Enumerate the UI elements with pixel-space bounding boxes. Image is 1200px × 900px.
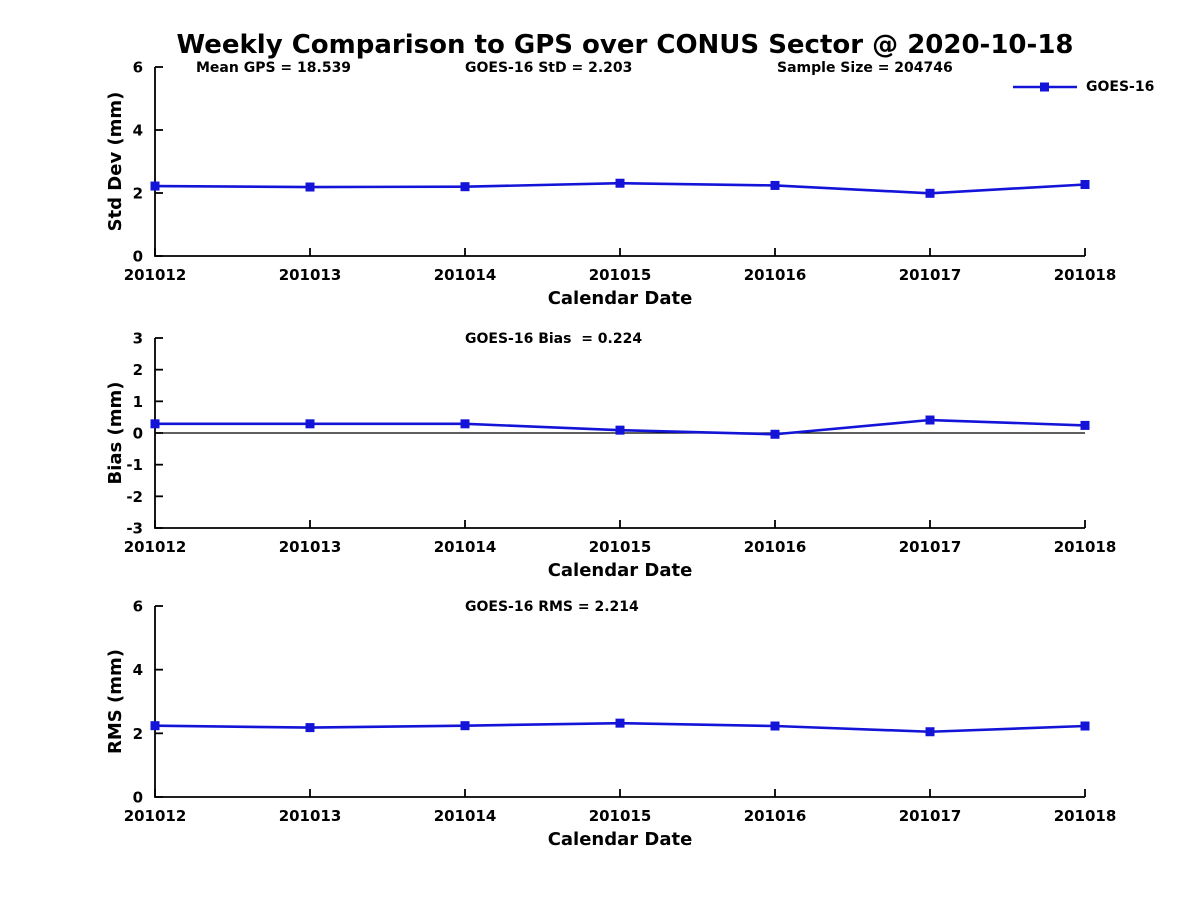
x-tick-label: 201017 — [899, 266, 962, 284]
y-tick-label: -2 — [126, 488, 143, 506]
x-tick-label: 201015 — [589, 807, 652, 825]
x-tick-label: 201014 — [434, 807, 497, 825]
y-axis-title: Std Dev (mm) — [105, 92, 126, 232]
y-tick-label: 1 — [133, 393, 143, 411]
y-tick-label: -3 — [126, 520, 143, 538]
y-axis-title: Bias (mm) — [105, 382, 126, 485]
data-point-marker — [770, 721, 780, 731]
x-tick-label: 201015 — [589, 266, 652, 284]
data-point-marker — [1080, 420, 1090, 430]
data-point-marker — [150, 181, 160, 191]
annotation-sample-size: Sample Size = 204746 — [777, 60, 953, 76]
axis-spines — [154, 606, 1085, 798]
data-point-marker — [460, 419, 470, 429]
x-tick-label: 201017 — [899, 538, 962, 556]
data-point-marker — [1080, 179, 1090, 189]
x-tick-label: 201016 — [744, 538, 807, 556]
y-tick-label: 0 — [133, 425, 143, 443]
data-point-marker — [1080, 721, 1090, 731]
x-tick-label: 201018 — [1054, 266, 1117, 284]
data-point-marker — [305, 419, 315, 429]
y-tick-label: 0 — [133, 789, 143, 807]
legend-line-marker-icon — [1013, 82, 1077, 92]
data-point-marker — [925, 188, 935, 198]
data-point-marker — [150, 419, 160, 429]
y-tick-label: -1 — [126, 456, 143, 474]
data-point-marker — [770, 429, 780, 439]
y-tick-label: 3 — [133, 330, 143, 348]
annotation-goes16-bias: GOES-16 Bias = 0.224 — [465, 331, 643, 347]
y-tick-label: 0 — [133, 248, 143, 266]
x-tick-label: 201012 — [124, 538, 187, 556]
x-axis-title: Calendar Date — [548, 829, 693, 850]
y-tick-label: 4 — [133, 122, 143, 140]
x-tick-label: 201018 — [1054, 538, 1117, 556]
x-axis-title: Calendar Date — [548, 288, 693, 309]
y-tick-label: 2 — [133, 361, 143, 379]
data-point-marker — [925, 727, 935, 737]
legend: GOES-16 — [1012, 79, 1154, 95]
data-point-marker — [305, 723, 315, 733]
y-tick-label: 2 — [133, 185, 143, 203]
x-tick-label: 201013 — [279, 266, 342, 284]
data-point-marker — [615, 178, 625, 188]
y-tick-label: 6 — [133, 598, 143, 616]
x-tick-label: 201018 — [1054, 807, 1117, 825]
data-point-marker — [615, 425, 625, 435]
annotation-mean-gps: Mean GPS = 18.539 — [196, 60, 352, 76]
x-tick-label: 201012 — [124, 266, 187, 284]
x-tick-label: 201012 — [124, 807, 187, 825]
data-point-marker — [150, 721, 160, 731]
x-tick-label: 201017 — [899, 807, 962, 825]
x-tick-label: 201016 — [744, 807, 807, 825]
x-tick-label: 201016 — [744, 266, 807, 284]
x-tick-label: 201014 — [434, 266, 497, 284]
legend-label: GOES-16 — [1086, 79, 1155, 95]
data-point-marker — [305, 182, 315, 192]
data-point-marker — [615, 718, 625, 728]
data-point-marker — [460, 721, 470, 731]
chart-title: Weekly Comparison to GPS over CONUS Sect… — [176, 30, 1074, 60]
x-tick-label: 201013 — [279, 807, 342, 825]
y-tick-label: 4 — [133, 661, 143, 679]
data-point-marker — [925, 415, 935, 425]
y-tick-label: 6 — [133, 59, 143, 77]
y-tick-label: 2 — [133, 725, 143, 743]
x-tick-label: 201015 — [589, 538, 652, 556]
x-tick-label: 201013 — [279, 538, 342, 556]
x-tick-label: 201014 — [434, 538, 497, 556]
axis-spines — [154, 67, 1085, 257]
y-axis-title: RMS (mm) — [105, 649, 126, 754]
annotation-goes16-std: GOES-16 StD = 2.203 — [465, 60, 633, 76]
data-point-marker — [770, 180, 780, 190]
annotation-goes16-rms: GOES-16 RMS = 2.214 — [465, 599, 639, 615]
x-axis-title: Calendar Date — [548, 560, 693, 581]
data-point-marker — [460, 182, 470, 192]
